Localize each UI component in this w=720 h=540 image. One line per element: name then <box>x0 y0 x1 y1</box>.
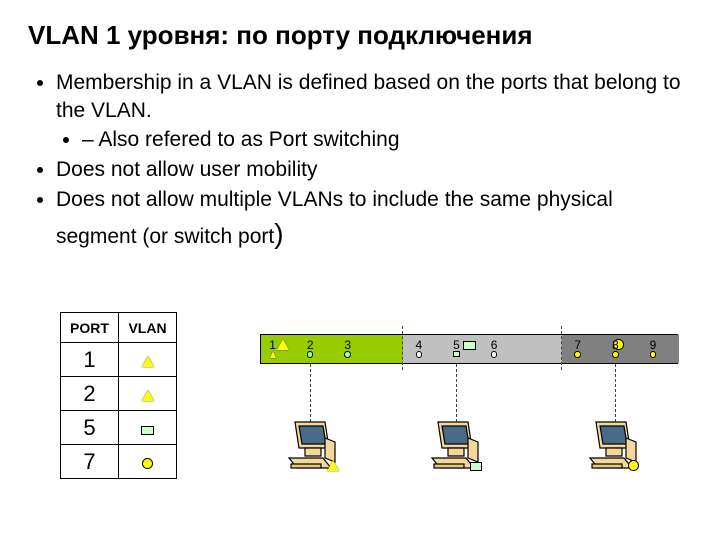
vlan-shape-cell <box>119 411 177 445</box>
bullet-list: Membership in a VLAN is defined based on… <box>0 59 720 253</box>
port-vlan-table: PORT VLAN 1257 <box>60 312 177 479</box>
computer-icon <box>281 418 339 485</box>
computer-icon <box>424 418 482 485</box>
th-port: PORT <box>61 313 119 343</box>
port-cell: 5 <box>61 411 119 445</box>
slide-title: VLAN 1 уровня: по порту подключения <box>0 0 720 59</box>
port-cell: 1 <box>61 343 119 377</box>
port-cell: 7 <box>61 445 119 479</box>
sub-bullet-1: Also refered to as Port switching <box>82 126 688 154</box>
vlan-shape-cell <box>119 343 177 377</box>
computer-icon <box>582 418 640 485</box>
vlan-shape-cell <box>119 377 177 411</box>
bullet-2: Does not allow user mobility <box>56 156 688 184</box>
switch-diagram: 123456789 <box>260 318 690 518</box>
th-vlan: VLAN <box>119 313 177 343</box>
bullet-3: Does not allow multiple VLANs to include… <box>56 186 688 252</box>
vlan-shape-cell <box>119 445 177 479</box>
port-cell: 2 <box>61 377 119 411</box>
bullet-1: Membership in a VLAN is defined based on… <box>56 69 688 154</box>
